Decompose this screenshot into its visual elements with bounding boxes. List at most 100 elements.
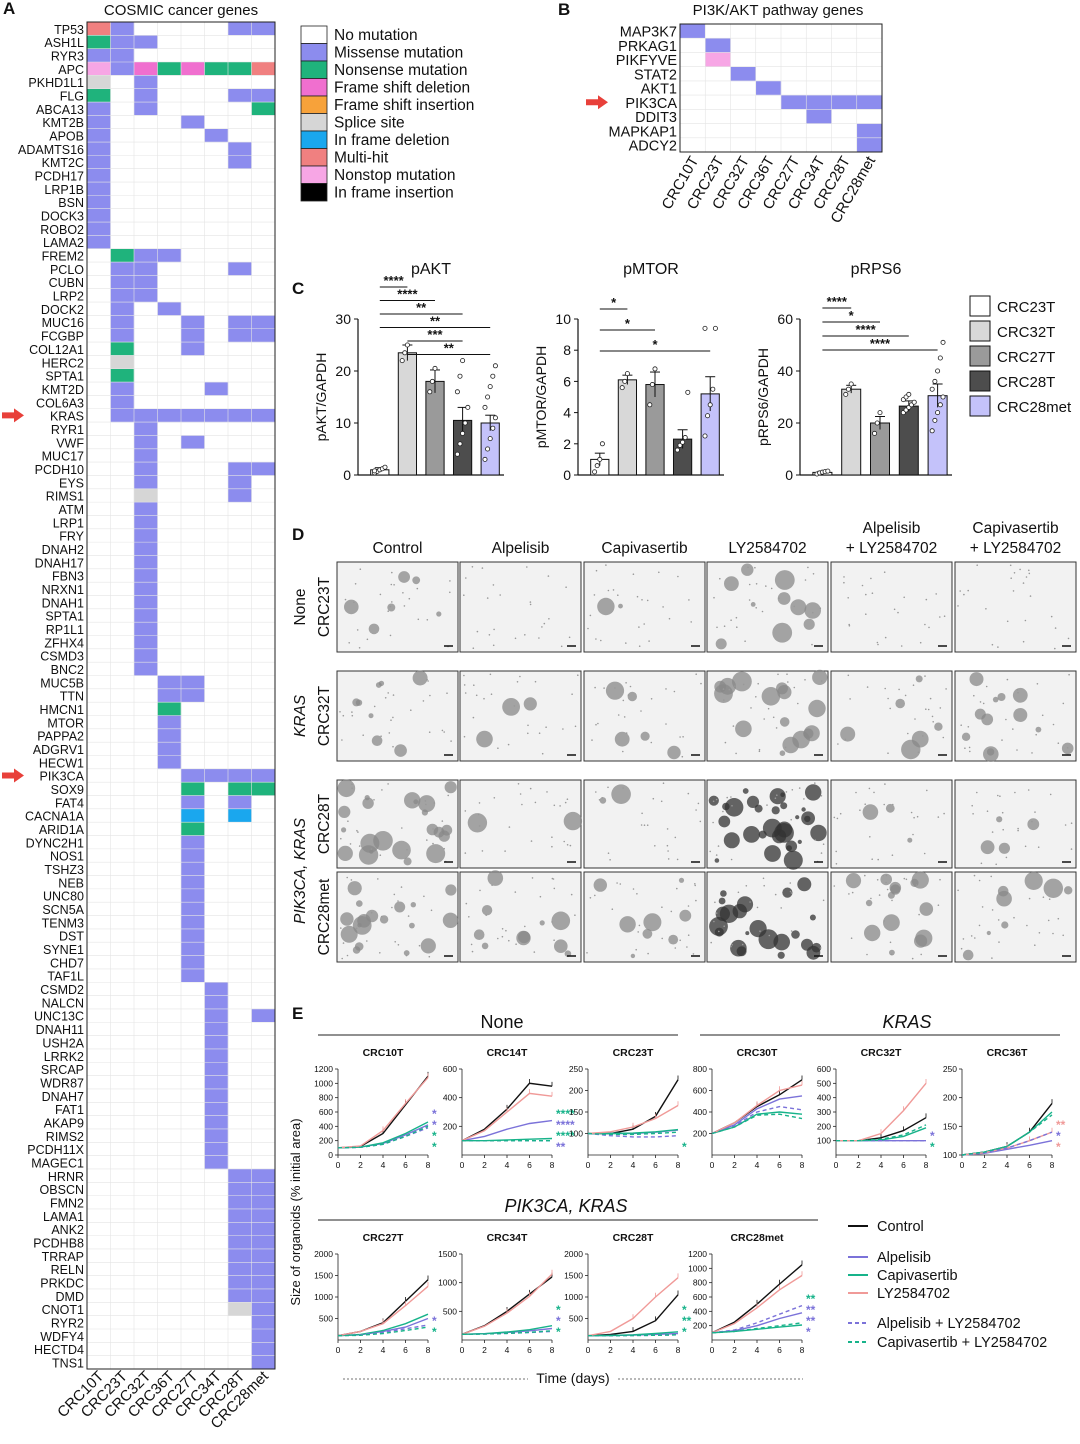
- gene-label: RYR2: [51, 1316, 84, 1330]
- data-point: [465, 404, 471, 410]
- speck: [354, 583, 357, 585]
- legend-swatch: [969, 345, 991, 367]
- mutation-label: None: [292, 588, 309, 625]
- speck: [819, 947, 822, 949]
- gene-label: OBSCN: [40, 1183, 84, 1197]
- chart-title: CRC28met: [730, 1232, 784, 1244]
- x-tick-label: 0: [834, 1160, 839, 1170]
- x-tick-label: 4: [505, 1345, 510, 1355]
- gene-label: RYR3: [51, 50, 84, 64]
- speck: [1025, 576, 1028, 578]
- speck: [426, 678, 428, 681]
- panel-label-d: D: [292, 525, 304, 544]
- gene-label: AKT1: [641, 82, 677, 98]
- speck: [617, 714, 620, 716]
- gene-label: TRRAP: [42, 1250, 84, 1264]
- speck: [465, 577, 467, 579]
- speck: [1002, 828, 1004, 831]
- heatmap-cell: [228, 1235, 252, 1250]
- organoid-blob: [340, 925, 358, 943]
- speck: [519, 793, 522, 795]
- heatmap-cell: [87, 75, 111, 89]
- speck: [755, 696, 757, 698]
- organoid-blob: [720, 890, 727, 897]
- heatmap-cell: [110, 62, 135, 76]
- gene-label: TNS1: [52, 1357, 84, 1371]
- series-line: [711, 1113, 803, 1135]
- speck: [866, 953, 868, 956]
- speck: [463, 684, 466, 686]
- bar: [397, 352, 418, 476]
- organoid-blob: [1013, 708, 1028, 722]
- chart-title: CRC34T: [487, 1232, 528, 1244]
- series-line: [711, 1304, 803, 1334]
- organoid-blob: [611, 784, 631, 804]
- speck: [677, 575, 679, 578]
- speck: [443, 847, 446, 850]
- speck: [607, 852, 610, 854]
- speck: [501, 928, 504, 930]
- organoid-blob: [476, 730, 493, 748]
- speck: [357, 831, 359, 833]
- y-tick-label: 10: [335, 415, 351, 431]
- speck: [636, 595, 639, 598]
- speck: [526, 566, 528, 568]
- heatmap-cell: [87, 142, 111, 156]
- x-tick-label: 6: [777, 1160, 782, 1170]
- gene-label: TSHZ3: [44, 863, 84, 877]
- speck: [911, 957, 914, 960]
- data-point: [677, 442, 683, 448]
- speck: [403, 605, 406, 607]
- heatmap-cell: [251, 1235, 276, 1250]
- legend-swatch: [300, 95, 328, 114]
- speck: [718, 930, 720, 933]
- speck: [754, 566, 756, 569]
- organoid-blob: [969, 672, 984, 687]
- growth-chart-crc23t: CRC23T 100 150 200 250 0 2 4 6 8*: [569, 1047, 687, 1170]
- image-frame: [954, 561, 1077, 653]
- data-point: [937, 402, 943, 408]
- gene-label: MAP3K7: [620, 25, 677, 41]
- heatmap-cell: [181, 795, 205, 810]
- gene-label: DOCK3: [41, 210, 84, 224]
- bar-chart-pmtor: pMTOR 0 2 4 6 8 10 pMTOR/GAPDH * * *: [533, 261, 724, 483]
- image-frame: [336, 561, 459, 653]
- gene-label: LAMA1: [43, 1210, 84, 1224]
- speck: [341, 739, 343, 741]
- speck: [839, 812, 842, 815]
- speck: [553, 887, 556, 890]
- organoid-blob: [764, 845, 781, 862]
- organoid-blob: [779, 717, 790, 727]
- data-point: [929, 428, 935, 434]
- y-tick-label: 1500: [438, 1249, 457, 1259]
- speck: [917, 751, 920, 754]
- speck: [400, 886, 403, 888]
- heatmap-cell: [157, 702, 182, 716]
- speck: [804, 579, 807, 581]
- speck: [406, 849, 408, 851]
- speck: [1037, 846, 1040, 848]
- gene-label: LRP1: [53, 516, 84, 530]
- speck: [716, 626, 718, 629]
- y-tick-label: 200: [693, 1129, 707, 1139]
- speck: [428, 731, 431, 733]
- organoid-blob: [341, 827, 347, 833]
- heatmap-cell: [134, 262, 158, 276]
- chart-title: CRC28T: [613, 1232, 654, 1244]
- heatmap-cell: [110, 48, 135, 63]
- speck: [638, 645, 641, 647]
- organoid-blob: [481, 905, 493, 916]
- heatmap-cell: [110, 382, 135, 396]
- heatmap-cell: [228, 1208, 252, 1223]
- x-tick-label: 4: [381, 1160, 386, 1170]
- speck: [565, 586, 567, 588]
- data-point: [647, 402, 653, 408]
- speck: [997, 646, 999, 648]
- speck: [870, 897, 872, 900]
- heatmap-cell: [181, 955, 205, 970]
- speck: [904, 694, 907, 697]
- x-tick-label: 8: [676, 1345, 681, 1355]
- speck: [514, 637, 517, 640]
- x-tick-label: 6: [653, 1345, 658, 1355]
- speck: [387, 692, 390, 694]
